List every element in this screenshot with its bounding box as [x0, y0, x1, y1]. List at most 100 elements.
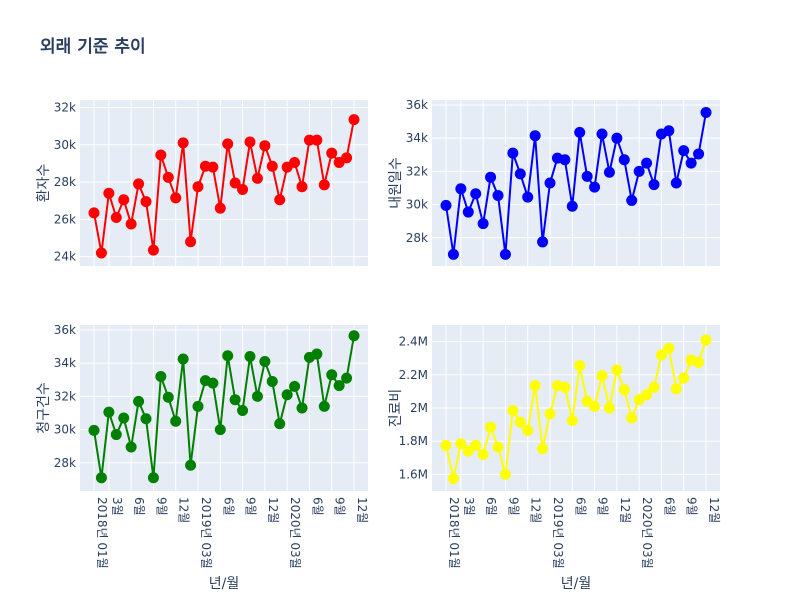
data-point [266, 160, 278, 172]
data-point [648, 381, 660, 393]
data-point [348, 114, 360, 126]
y-tick-label: 34k [406, 131, 428, 145]
data-point [499, 248, 511, 260]
data-point [95, 472, 107, 484]
x-tick-label: 3월 [110, 497, 124, 516]
x-tick-label: 3월 [462, 497, 476, 516]
data-point [544, 177, 556, 189]
y-tick-label: 32k [406, 164, 428, 178]
data-point [207, 377, 219, 389]
x-tick-label: 2019년 03월 [199, 497, 213, 569]
data-point [237, 404, 249, 416]
data-point [596, 128, 608, 140]
y-tick-label: 28k [54, 175, 76, 189]
y-tick-label: 30k [54, 423, 76, 437]
data-point [118, 194, 130, 206]
data-point [670, 177, 682, 189]
data-point [470, 188, 482, 200]
data-point [700, 334, 712, 346]
y-tick-label: 32k [54, 389, 76, 403]
data-point [207, 161, 219, 173]
y-tick-label: 30k [54, 138, 76, 152]
data-point [185, 236, 197, 248]
data-point [88, 207, 100, 219]
y-tick-label: 30k [406, 198, 428, 212]
data-point [514, 416, 526, 428]
y-tick-label: 28k [54, 456, 76, 470]
data-point [133, 395, 145, 407]
data-point [318, 179, 330, 191]
data-point [566, 200, 578, 212]
x-tick-label: 12월 [266, 497, 280, 523]
data-point [214, 424, 226, 436]
data-point [88, 424, 100, 436]
y-tick-label: 1.6M [399, 467, 428, 481]
y-axis-title: 환자수 [36, 164, 52, 203]
data-point [318, 400, 330, 412]
x-tick-label: 6월 [484, 497, 498, 516]
y-tick-label: 1.8M [399, 434, 428, 448]
data-point [185, 459, 197, 471]
data-point [462, 445, 474, 457]
data-point [170, 192, 182, 204]
data-point [110, 429, 122, 441]
x-tick-label: 6월 [310, 497, 324, 516]
x-tick-label: 12월 [177, 497, 191, 523]
y-tick-label: 2M [410, 401, 428, 415]
x-tick-label: 9월 [244, 497, 258, 516]
data-point [244, 136, 256, 148]
data-point [544, 408, 556, 420]
data-point [670, 383, 682, 395]
data-point [514, 168, 526, 180]
data-point [110, 212, 122, 224]
data-point [251, 390, 263, 402]
x-tick-label: 2018년 01월 [95, 497, 109, 569]
data-point [229, 177, 241, 189]
x-tick-label: 6월 [573, 497, 587, 516]
data-point [222, 138, 234, 150]
data-point [103, 406, 115, 418]
x-tick-label: 12월 [618, 497, 632, 523]
x-tick-label: 9월 [596, 497, 610, 516]
data-point [311, 348, 323, 360]
data-point [237, 184, 249, 196]
y-tick-label: 36k [54, 323, 76, 337]
data-point [170, 415, 182, 427]
x-tick-label: 2018년 01월 [447, 497, 461, 569]
data-point [140, 413, 152, 425]
data-point [574, 126, 586, 138]
data-point [648, 179, 660, 191]
x-tick-label: 9월 [154, 497, 168, 516]
data-point [589, 181, 601, 193]
data-point [95, 247, 107, 259]
y-axis-title: 청구건수 [36, 382, 52, 434]
data-point [274, 418, 286, 430]
data-point [162, 171, 174, 183]
data-point [663, 125, 675, 137]
data-point [626, 412, 638, 424]
data-point [259, 140, 271, 152]
data-point [259, 356, 271, 368]
data-point [155, 370, 167, 382]
data-point [281, 389, 293, 401]
data-point [589, 400, 601, 412]
data-point [522, 191, 534, 203]
y-axis-title: 내원일수 [388, 157, 404, 209]
y-axis-title: 진료비 [388, 389, 404, 428]
data-point [499, 468, 511, 480]
data-point [559, 381, 571, 393]
x-tick-label: 9월 [333, 497, 347, 516]
x-tick-label: 6월 [221, 497, 235, 516]
data-point [133, 178, 145, 190]
data-point [574, 360, 586, 372]
data-point [440, 439, 452, 451]
data-point [641, 389, 653, 401]
x-tick-label: 12월 [707, 497, 721, 523]
data-point [678, 145, 690, 157]
data-point [147, 472, 159, 484]
data-point [244, 351, 256, 363]
data-point [470, 439, 482, 451]
data-point [192, 181, 204, 193]
y-tick-label: 26k [54, 212, 76, 226]
data-point [626, 194, 638, 206]
